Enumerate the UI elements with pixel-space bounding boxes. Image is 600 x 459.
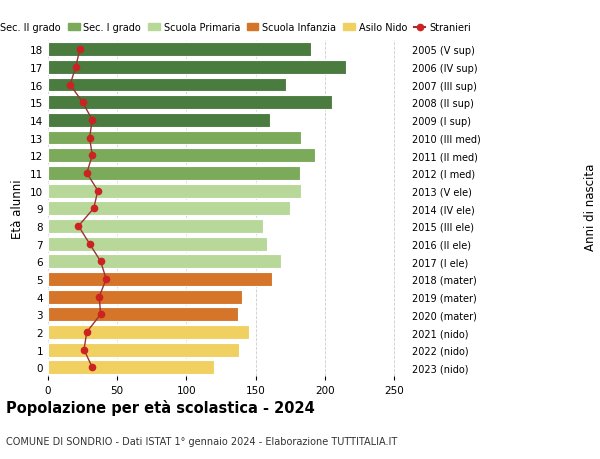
Bar: [48, 255, 281, 269]
Bar: [48, 325, 249, 339]
Bar: [48, 185, 301, 198]
Legend: Sec. II grado, Sec. I grado, Scuola Primaria, Scuola Infanzia, Asilo Nido, Stran: Sec. II grado, Sec. I grado, Scuola Prim…: [0, 23, 471, 33]
Bar: [48, 290, 242, 304]
Text: Popolazione per età scolastica - 2024: Popolazione per età scolastica - 2024: [6, 399, 315, 415]
Bar: [48, 61, 346, 75]
Bar: [48, 96, 332, 110]
Bar: [48, 149, 315, 163]
Bar: [48, 167, 300, 180]
Text: COMUNE DI SONDRIO - Dati ISTAT 1° gennaio 2024 - Elaborazione TUTTITALIA.IT: COMUNE DI SONDRIO - Dati ISTAT 1° gennai…: [6, 436, 397, 446]
Bar: [48, 43, 311, 57]
Bar: [48, 237, 267, 251]
Bar: [48, 219, 263, 233]
Bar: [48, 131, 301, 145]
Text: Anni di nascita: Anni di nascita: [584, 163, 597, 250]
Bar: [48, 78, 286, 92]
Bar: [48, 273, 272, 286]
Bar: [48, 361, 214, 375]
Bar: [48, 308, 238, 322]
Bar: [48, 114, 269, 128]
Bar: [48, 202, 290, 216]
Bar: [48, 343, 239, 357]
Y-axis label: Età alunni: Età alunni: [11, 179, 25, 239]
